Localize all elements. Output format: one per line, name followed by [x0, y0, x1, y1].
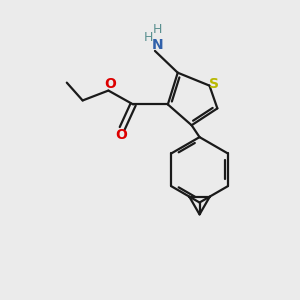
Text: H: H	[153, 22, 163, 36]
Text: N: N	[152, 38, 164, 52]
Text: O: O	[115, 128, 127, 142]
Text: O: O	[104, 76, 116, 91]
Text: S: S	[209, 76, 219, 91]
Text: H: H	[143, 31, 153, 44]
